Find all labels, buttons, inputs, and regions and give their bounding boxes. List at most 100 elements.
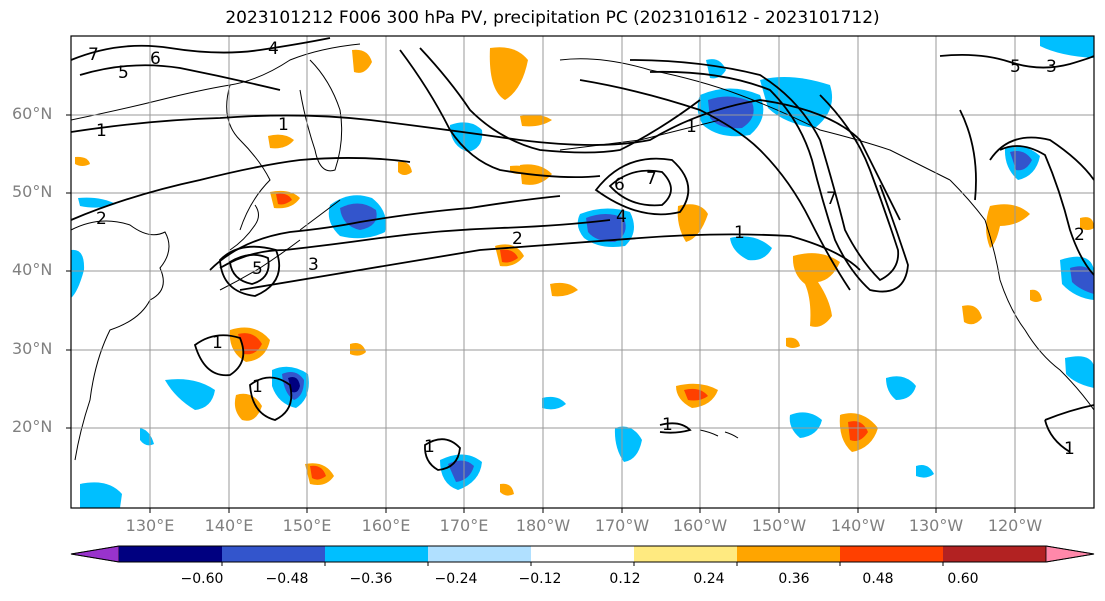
contour-label: 5	[252, 259, 263, 279]
neg-anomaly-blob	[1070, 266, 1094, 294]
pv-contour	[219, 245, 281, 297]
contour-label: 7	[88, 45, 99, 65]
colorbar-tick-label: −0.48	[265, 571, 309, 587]
neg-anomaly-blob	[542, 396, 566, 410]
lon-label: 160°E	[361, 516, 411, 535]
graticule	[71, 36, 1094, 508]
colorbar-tick-label: −0.24	[434, 571, 478, 587]
neg-anomaly-blob	[288, 377, 300, 393]
pv-contour	[239, 233, 861, 291]
contour-label: 6	[614, 175, 625, 195]
neg-anomaly-blob	[916, 465, 934, 478]
contour-label: 7	[826, 189, 837, 209]
colorbar-tick-label: −0.12	[518, 571, 562, 587]
contour-label: 4	[268, 39, 279, 59]
colorbar-segment	[943, 546, 1047, 562]
contour-label: 5	[118, 63, 129, 83]
axis-ticks	[66, 114, 1016, 513]
colorbar-tick-label: 0.48	[862, 571, 894, 587]
lon-label: 130°W	[908, 516, 964, 535]
pv-contour	[939, 53, 1094, 69]
kuril-islands	[299, 199, 341, 231]
colorbar-extend-low	[70, 545, 120, 563]
pos-anomaly-blob	[1030, 289, 1042, 302]
neg-anomaly-blob	[450, 122, 483, 152]
colorbar-tick-label: 0.60	[947, 571, 979, 587]
neg-anomaly-blob	[448, 460, 474, 482]
pos-anomaly-blob	[276, 193, 292, 205]
pv-contour	[219, 219, 611, 269]
pv-contour	[229, 253, 270, 285]
pv-contour	[1044, 404, 1094, 453]
contour-label: 3	[1046, 57, 1057, 77]
pv-contour	[608, 169, 672, 207]
colorbar-tick-label: −0.60	[180, 571, 224, 587]
sea-of-okhotsk-coast	[226, 84, 271, 231]
pos-anomaly-blob	[234, 393, 262, 421]
contour-label: 5	[1010, 57, 1021, 77]
contour-label: 3	[308, 255, 319, 275]
colorbar-segment	[428, 546, 532, 562]
neg-anomaly-blob	[730, 236, 772, 261]
pos-anomaly-blob	[550, 282, 578, 297]
pos-anomaly-blob	[352, 49, 372, 73]
pos-anomaly-blob	[75, 156, 90, 166]
contour-label: 1	[212, 333, 223, 353]
map-background	[71, 36, 1094, 508]
japan-coast	[219, 204, 301, 291]
colorbar-segment	[119, 546, 223, 562]
colorbar-segment	[325, 546, 429, 562]
neg-anomaly-blob	[789, 412, 822, 438]
pos-anomaly-blob	[792, 253, 840, 327]
pv-contour	[193, 334, 245, 377]
pv-contour	[649, 70, 909, 293]
pv-contour	[79, 64, 281, 91]
lon-label: 150°W	[751, 516, 807, 535]
neg-anomaly-blob	[1065, 356, 1094, 388]
pos-anomaly-blob	[500, 249, 518, 263]
pos-anomaly-blob	[310, 465, 326, 480]
contour-label: 1	[734, 223, 745, 243]
pv-contour	[71, 157, 411, 221]
kamchatka-coast	[299, 59, 343, 172]
contour-label: 1	[96, 121, 107, 141]
pv-contour	[71, 99, 901, 221]
lat-label: 60°N	[12, 104, 53, 123]
colorbar-tick-label: 0.24	[693, 571, 725, 587]
colorbar-outline	[70, 545, 1095, 563]
lon-label: 130°E	[125, 516, 175, 535]
pv-contour	[594, 157, 690, 216]
pos-anomaly-blob	[350, 343, 366, 356]
pos-anomaly-blob	[684, 388, 708, 401]
pv-contour	[424, 438, 461, 471]
pv-contour	[629, 59, 900, 282]
alaska-coastline	[559, 58, 951, 181]
pv-contour	[419, 47, 701, 154]
pv-contour	[399, 49, 601, 179]
pos-anomaly-blob	[962, 305, 982, 325]
neg-anomaly-blob	[165, 379, 215, 410]
neg-anomaly-blob	[80, 482, 122, 508]
lon-label: 170°E	[439, 516, 489, 535]
colorbar-segment	[634, 546, 738, 562]
contour-labels: 7 5 6 1 4 2 5 3 1 2 7 6 4 1 1 7 1 1 1 1 …	[88, 39, 1085, 459]
hawaii-islands	[699, 429, 739, 439]
pos-anomaly-blob	[786, 337, 800, 348]
pos-anomaly-blob	[500, 483, 514, 496]
colorbar	[70, 545, 1095, 566]
north-america-coast	[949, 179, 1094, 411]
lat-label: 30°N	[12, 339, 53, 358]
contour-label: 2	[1074, 225, 1085, 245]
lat-label: 50°N	[12, 182, 53, 201]
contour-label: 1	[424, 437, 435, 457]
contour-label: 4	[616, 207, 627, 227]
contour-label: 1	[662, 415, 673, 435]
pos-anomaly-blob	[398, 161, 412, 175]
pv-contour	[959, 109, 977, 201]
pv-contour	[579, 79, 851, 291]
pos-anomaly-blob	[1080, 217, 1094, 230]
neg-anomaly-blob	[78, 197, 116, 208]
colorbar-tick-label: −0.36	[349, 571, 393, 587]
pv-contours	[71, 37, 1094, 471]
